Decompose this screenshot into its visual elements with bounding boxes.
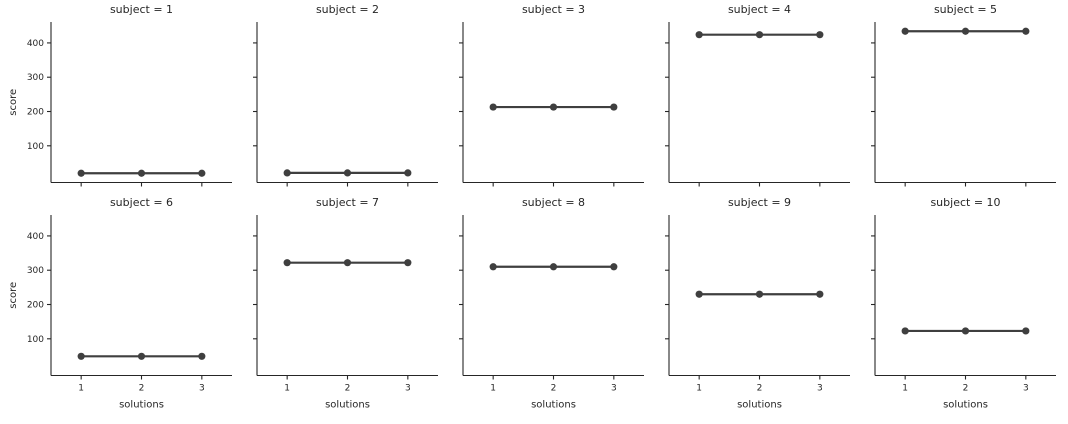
- x-tick-label: 1: [78, 384, 84, 394]
- facet-title: subject = 10: [930, 196, 1000, 209]
- facet-title: subject = 4: [728, 3, 791, 16]
- data-point-marker: [695, 290, 703, 298]
- x-axis-label: solutions: [119, 400, 164, 411]
- data-point-marker: [610, 263, 618, 271]
- x-axis-label: solutions: [325, 400, 370, 411]
- x-tick-label: 2: [757, 384, 763, 394]
- data-point-marker: [404, 169, 412, 177]
- x-tick-label: 3: [611, 384, 617, 394]
- x-tick-label: 3: [199, 384, 205, 394]
- data-point-marker: [489, 103, 497, 111]
- x-tick-label: 3: [1023, 384, 1029, 394]
- x-tick-label: 3: [817, 384, 823, 394]
- facet-subject-2: subject = 2: [253, 3, 438, 187]
- data-point-marker: [343, 169, 352, 177]
- data-point-marker: [901, 327, 909, 335]
- data-point-marker: [343, 259, 352, 267]
- x-tick-label: 1: [490, 384, 496, 394]
- y-tick-label: 100: [27, 335, 44, 345]
- data-point-marker: [755, 290, 764, 298]
- x-axis-label: solutions: [531, 400, 576, 411]
- data-point-marker: [77, 169, 85, 177]
- data-point-marker: [816, 290, 824, 298]
- facet-subject-6: subject = 6 100 200 300 400 1 2 3 solutions score: [8, 196, 232, 411]
- facet-subject-1: subject = 1 100 200 300 400 score: [8, 3, 232, 187]
- data-point-marker: [404, 259, 412, 267]
- facet-title: subject = 7: [316, 196, 379, 209]
- y-tick-label: 400: [27, 232, 44, 242]
- x-tick-label: 2: [345, 384, 351, 394]
- y-axis-label: score: [8, 282, 19, 309]
- data-point-marker: [77, 352, 85, 360]
- x-tick-label: 1: [284, 384, 290, 394]
- data-point-marker: [549, 263, 558, 271]
- data-point-marker: [198, 352, 206, 360]
- facet-subject-4: subject = 4: [665, 3, 850, 187]
- facet-title: subject = 2: [316, 3, 379, 16]
- facet-title: subject = 3: [522, 3, 585, 16]
- facet-title: subject = 8: [522, 196, 585, 209]
- x-axis-label: solutions: [943, 400, 988, 411]
- data-point-marker: [283, 169, 291, 177]
- data-point-marker: [961, 27, 970, 35]
- y-tick-label: 200: [27, 301, 44, 311]
- data-point-marker: [137, 352, 146, 360]
- facet-title: subject = 5: [934, 3, 997, 16]
- facet-subject-8: subject = 8 1 2 3 solutions: [459, 196, 644, 411]
- x-tick-label: 3: [405, 384, 411, 394]
- data-point-marker: [1022, 27, 1030, 35]
- facet-subject-3: subject = 3: [459, 3, 644, 187]
- facet-title: subject = 6: [110, 196, 173, 209]
- data-point-marker: [549, 103, 558, 111]
- data-point-marker: [198, 169, 206, 177]
- facet-subject-5: subject = 5: [871, 3, 1056, 187]
- facet-title: subject = 1: [110, 3, 173, 16]
- data-point-marker: [1022, 327, 1030, 335]
- data-point-marker: [901, 27, 909, 35]
- data-point-marker: [283, 259, 291, 267]
- x-tick-label: 1: [696, 384, 702, 394]
- data-point-marker: [695, 31, 703, 39]
- y-tick-label: 300: [27, 266, 44, 276]
- x-tick-label: 2: [963, 384, 969, 394]
- y-tick-label: 100: [27, 142, 44, 152]
- data-point-marker: [961, 327, 970, 335]
- y-tick-label: 200: [27, 108, 44, 118]
- facet-subject-10: subject = 10 1 2 3 solutions: [871, 196, 1056, 411]
- x-tick-label: 1: [902, 384, 908, 394]
- data-point-marker: [610, 103, 618, 111]
- facet-subject-7: subject = 7 1 2 3 solutions: [253, 196, 438, 411]
- y-tick-label: 300: [27, 73, 44, 83]
- x-tick-label: 2: [139, 384, 145, 394]
- y-tick-label: 400: [27, 39, 44, 49]
- data-point-marker: [489, 263, 497, 271]
- facet-subject-9: subject = 9 1 2 3 solutions: [665, 196, 850, 411]
- x-tick-label: 2: [551, 384, 557, 394]
- y-axis-label: score: [8, 89, 19, 116]
- facet-title: subject = 9: [728, 196, 791, 209]
- data-point-marker: [137, 169, 146, 177]
- data-point-marker: [755, 31, 764, 39]
- data-point-marker: [816, 31, 824, 39]
- x-axis-label: solutions: [737, 400, 782, 411]
